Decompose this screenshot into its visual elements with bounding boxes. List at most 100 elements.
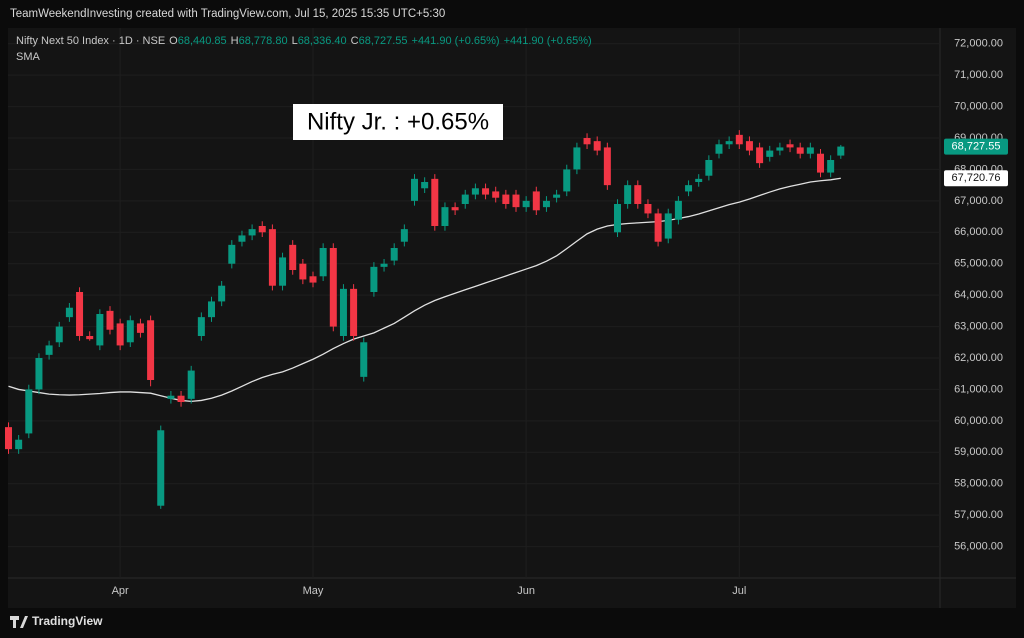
y-tick-label: 58,000.00 — [954, 478, 1003, 490]
x-tick-label: Jul — [732, 585, 746, 597]
candle-body — [441, 207, 449, 226]
y-tick-label: 71,000.00 — [954, 69, 1003, 81]
logo-text: TradingView — [32, 614, 103, 628]
candle-body — [208, 301, 215, 318]
y-tick-label: 63,000.00 — [954, 320, 1003, 332]
legend-part: +441.90 (+0.65%) — [412, 35, 500, 47]
indicator-label: SMA — [16, 51, 41, 63]
candle-body — [796, 147, 804, 154]
candle-body — [248, 229, 256, 236]
candle-body — [776, 147, 784, 151]
y-tick-label: 72,000.00 — [954, 38, 1003, 50]
legend-part: 68,727.55 — [359, 35, 408, 47]
candle-body — [603, 147, 611, 186]
candle-body — [715, 144, 723, 154]
candle-body — [451, 207, 459, 211]
candle-body — [15, 439, 23, 450]
candle-body — [96, 314, 104, 346]
candle-body — [76, 292, 84, 336]
candle-body — [735, 134, 743, 145]
candle-body — [817, 153, 824, 173]
candle-body — [370, 266, 378, 292]
plot-background — [8, 28, 1016, 608]
candle-body — [197, 317, 205, 336]
candle-body — [705, 160, 713, 176]
candle-body — [55, 326, 63, 343]
candle-body — [116, 323, 124, 346]
candle-body — [289, 244, 297, 270]
marks — [5, 130, 845, 509]
candle-body — [837, 146, 845, 156]
candle-body — [593, 141, 601, 151]
legend-part: +441.90 (+0.65%) — [504, 35, 592, 47]
y-tick-label: 57,000.00 — [954, 509, 1003, 521]
legend-part: Nifty Next 50 Index · 1D · NSE — [16, 35, 165, 47]
candle-body — [482, 188, 490, 195]
annotation: Nifty Jr. : +0.65% — [307, 108, 489, 135]
y-tick-label: 56,000.00 — [954, 540, 1003, 552]
candle-body — [674, 200, 682, 220]
y-tick-label: 64,000.00 — [954, 289, 1003, 301]
candle-body — [512, 194, 520, 208]
candle-body — [573, 147, 581, 170]
candle-body — [25, 389, 33, 434]
candle-body — [360, 342, 368, 377]
price-tag-label: 68,727.55 — [952, 140, 1001, 152]
candle-body — [634, 185, 642, 204]
candle-body — [542, 200, 550, 208]
candle-body — [502, 194, 510, 204]
candle-body — [228, 244, 236, 264]
candle-body — [339, 288, 347, 336]
legend: Nifty Next 50 Index · 1D · NSE O68,440.85… — [16, 35, 592, 47]
legend-part: 68,336.40 — [298, 35, 347, 47]
annotation-box — [293, 104, 503, 140]
candle-body — [380, 263, 388, 267]
y-tick-label: 66,000.00 — [954, 226, 1003, 238]
candle-body — [238, 235, 246, 242]
candle-body — [522, 200, 530, 208]
candle-body — [725, 141, 733, 145]
y-tick-label: 70,000.00 — [954, 100, 1003, 112]
candle-body — [279, 257, 287, 286]
candle-body — [745, 141, 753, 151]
y-tick-label: 62,000.00 — [954, 352, 1003, 364]
x-tick-label: Jun — [517, 585, 535, 597]
legend-part: L — [292, 35, 298, 47]
candle-body — [350, 288, 358, 336]
y-tick-label: 67,000.00 — [954, 195, 1003, 207]
candle-body — [411, 178, 418, 201]
candle-body — [695, 178, 703, 182]
x-tick-label: Apr — [112, 585, 129, 597]
candle-body — [177, 395, 185, 402]
y-tick-label: 60,000.00 — [954, 415, 1003, 427]
candle-body — [126, 320, 134, 343]
candle-body — [319, 248, 327, 277]
candle-body — [65, 307, 73, 318]
legend-part: 68,778.80 — [239, 35, 288, 47]
y-tick-label: 65,000.00 — [954, 258, 1003, 270]
logo-icon — [10, 616, 28, 628]
candle-body — [563, 169, 571, 192]
candle-body — [268, 229, 276, 286]
candle-body — [299, 263, 307, 280]
legend-part: 68,440.85 — [178, 35, 227, 47]
candle-body — [400, 229, 408, 242]
legend-part: O — [169, 35, 178, 47]
candle-body — [471, 188, 479, 195]
logo: TradingView — [10, 614, 103, 628]
candle-body — [532, 191, 540, 211]
candle-body — [756, 147, 764, 164]
candle-body — [258, 226, 266, 233]
candle-body — [431, 178, 439, 226]
legend-part: H — [231, 35, 239, 47]
grid — [8, 28, 940, 578]
candle-body — [136, 323, 144, 333]
candle-body — [45, 345, 53, 355]
price-tag-label: 67,720.76 — [952, 172, 1001, 184]
candle-body — [35, 358, 43, 390]
y-tick-label: 61,000.00 — [954, 383, 1003, 395]
sma-line — [8, 177, 841, 403]
candle-body — [421, 182, 429, 189]
